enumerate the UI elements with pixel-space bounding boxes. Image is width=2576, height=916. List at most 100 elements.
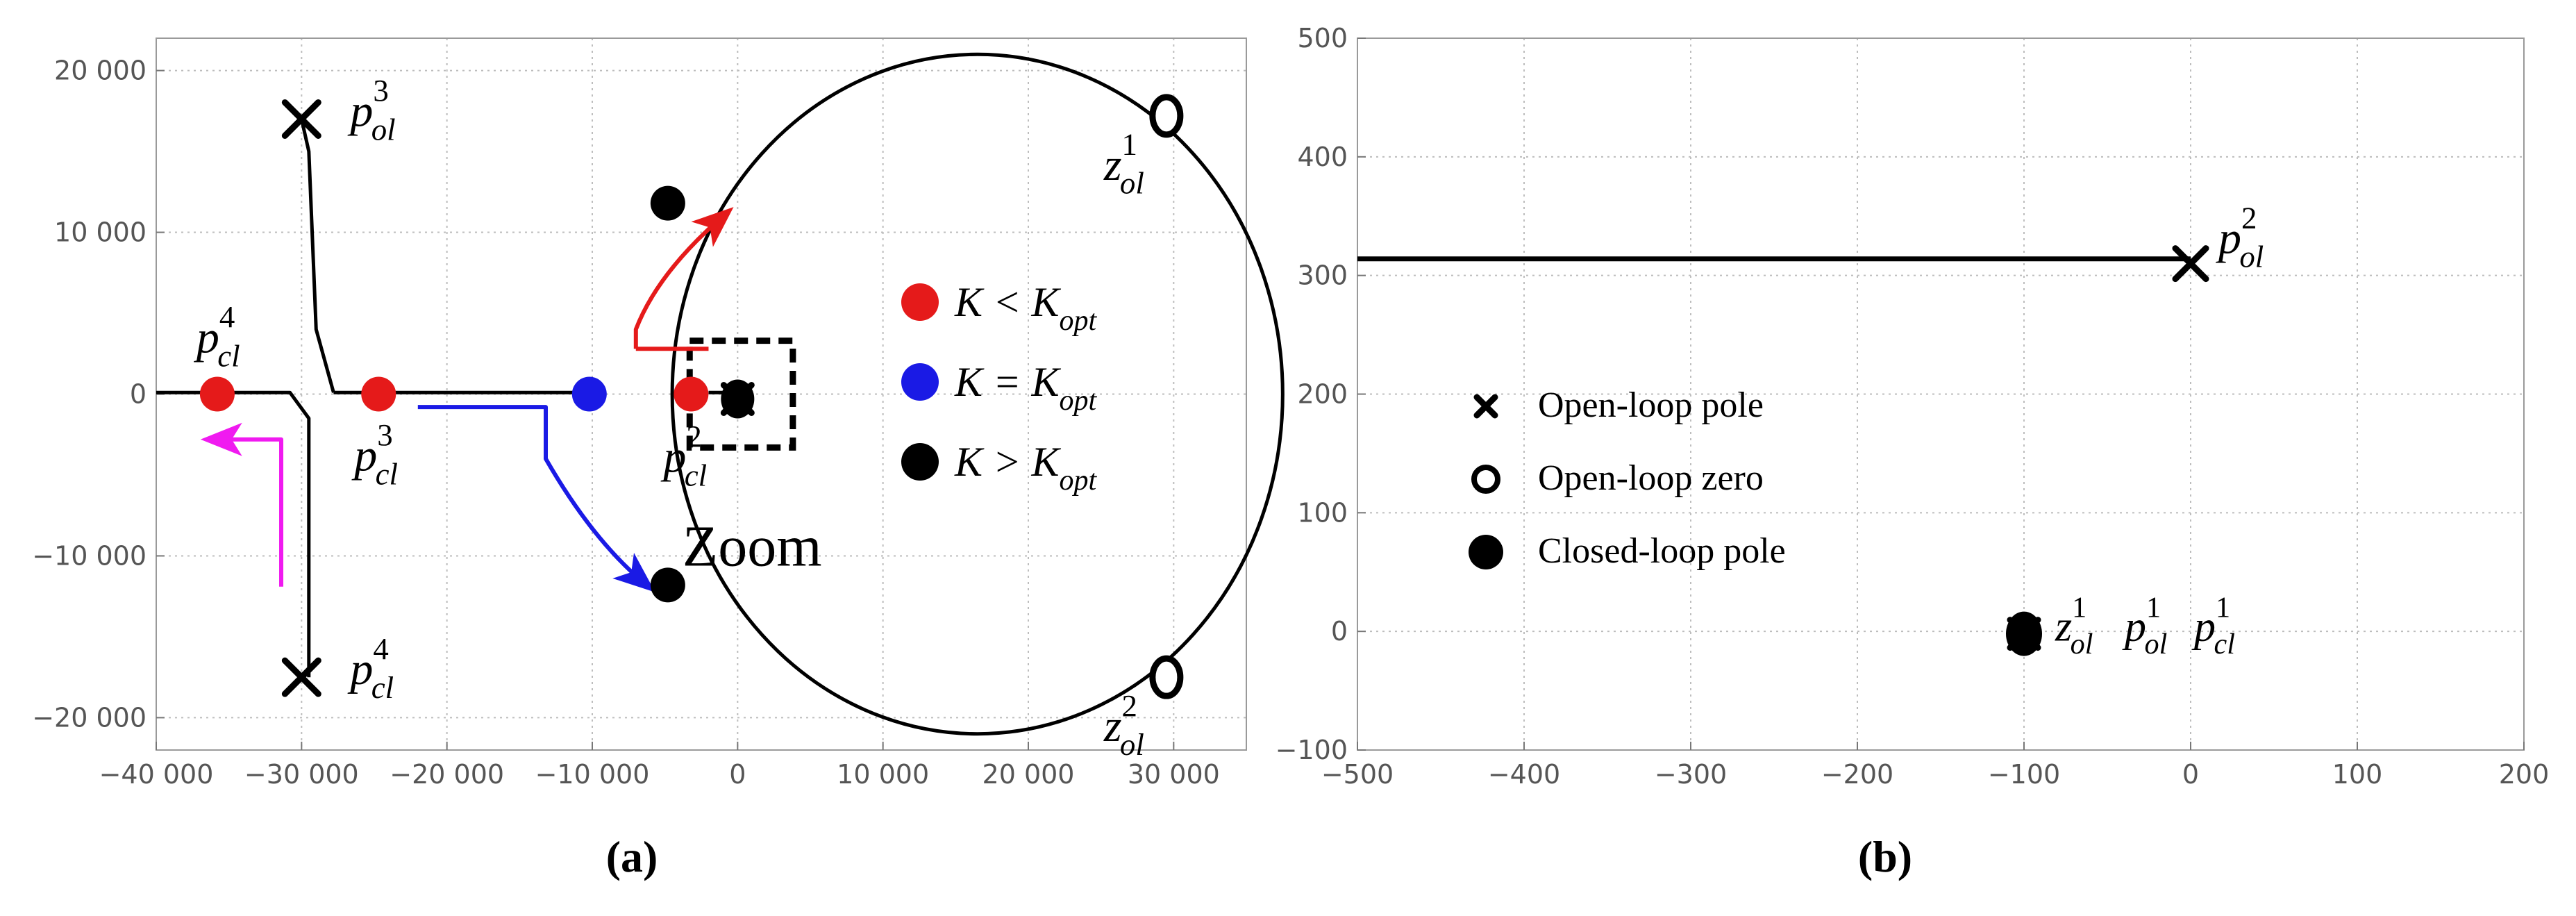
label-subscript: ol (2145, 628, 2168, 660)
y-tick-label: 100 (1297, 497, 1348, 528)
legend-cross-icon (1473, 394, 1498, 419)
x-tick-label: 10 000 (837, 759, 929, 790)
closed-loop-pole-label: p3 cl (351, 417, 398, 491)
label-base: p (2122, 603, 2146, 651)
y-tick-label: 20 000 (54, 56, 147, 86)
label-subscript: cl (217, 338, 240, 373)
open-loop-pole-marker (281, 99, 321, 139)
legend-text: K > K (954, 439, 1062, 485)
label-superscript: 2 (2241, 200, 2257, 235)
label-superscript: 4 (219, 299, 235, 334)
x-tick-label: 0 (2182, 759, 2199, 790)
panel-caption: (b) (1858, 832, 1912, 881)
legend-text: K = K (954, 359, 1062, 405)
cross-stroke (2172, 245, 2209, 283)
x-tick-label: 20 000 (982, 759, 1075, 790)
y-tick-label: −20 000 (32, 702, 147, 733)
closed-loop-pole-label: p4 cl (194, 299, 240, 373)
panel-a: −40 000 −30 000 −20 000 −10 000 0 10 000 20 00… (32, 38, 1285, 881)
x-tick-label: −10 000 (535, 759, 650, 790)
legend-entry: K < Kopt (954, 279, 1098, 337)
cross-stroke (1473, 394, 1498, 419)
cross-stroke (2007, 617, 2041, 651)
label-base: z (1103, 140, 1122, 190)
panel-caption: (a) (606, 832, 658, 881)
label-superscript: 1 (2216, 591, 2230, 624)
open-loop-pole-marker (281, 657, 321, 697)
zero-label: z1 ol (1103, 127, 1144, 201)
label-superscript: 1 (1122, 127, 1137, 162)
arrow-head (200, 422, 242, 456)
closed-loop-pole-red (674, 376, 709, 412)
legend-entry: Open-loop zero (1538, 458, 1764, 498)
label-base: p (351, 431, 377, 481)
legend-text: K < K (954, 279, 1062, 325)
legend-subscript: opt (1060, 305, 1098, 337)
label-base: p (347, 644, 373, 694)
legend-entry: Closed-loop pole (1538, 531, 1786, 571)
label-subscript: ol (1120, 727, 1144, 762)
closed-loop-pole-red (199, 376, 235, 412)
zoom-label: Zoom (683, 514, 822, 578)
legend-ring-icon (1471, 465, 1500, 494)
label-superscript: 4 (373, 631, 388, 666)
x-tick-label: −500 (1321, 759, 1394, 790)
arrow-head (612, 553, 655, 592)
pole-label: p4 cl (347, 631, 394, 705)
label-subscript: cl (685, 458, 707, 492)
x-tick-label: −20 000 (390, 759, 504, 790)
label-base: z (2055, 603, 2072, 651)
y-tick-label: 200 (1297, 379, 1348, 410)
label-subscript: ol (2071, 628, 2093, 660)
open-loop-pole-marker (2172, 245, 2209, 283)
x-tick-label: −400 (1488, 759, 1560, 790)
legend-subscript: opt (1060, 385, 1098, 417)
label-superscript: 3 (373, 73, 388, 108)
label-base: p (194, 313, 219, 363)
label-base: p (2216, 213, 2241, 264)
coincident-cross-icon (2007, 617, 2041, 651)
coincident-label: p1 cl (2191, 591, 2235, 660)
direction-arrow-blue (417, 405, 646, 585)
coincident-cross-icon (720, 381, 755, 416)
x-tick-label: −40 000 (99, 759, 214, 790)
pole-label: p2 ol (2216, 200, 2264, 274)
y-tick-label: 500 (1297, 23, 1348, 53)
legend-entry: Open-loop pole (1538, 385, 1764, 425)
x-tick-label: 0 (729, 759, 746, 790)
coincident-label: z1 ol (2055, 591, 2093, 660)
panel-b: −500 −400 −300 −200 −100 0 100 200 −100 0 100 200 30… (1276, 23, 2550, 881)
direction-arrow-magenta (214, 437, 284, 587)
closed-loop-pole-blue (571, 376, 607, 412)
label-base: p (2191, 603, 2216, 651)
legend-dot-icon (1469, 535, 1503, 569)
y-tick-label: −100 (1276, 735, 1348, 765)
x-tick-label: 200 (2499, 759, 2550, 790)
label-base: p (660, 432, 686, 483)
legend-subscript: opt (1060, 465, 1098, 497)
x-tick-label: −200 (1821, 759, 1893, 790)
open-loop-zero-marker (1149, 655, 1184, 699)
direction-arrow-red (633, 214, 725, 349)
legend-entry: K = Kopt (954, 359, 1098, 417)
x-tick-label: 30 000 (1128, 759, 1220, 790)
closed-loop-pole-red (361, 376, 396, 412)
x-tick-label: −300 (1655, 759, 1727, 790)
label-base: z (1103, 701, 1122, 751)
y-tick-label: 0 (1331, 616, 1348, 647)
legend-swatch-blue (901, 363, 939, 401)
legend-entry: K > Kopt (954, 439, 1098, 497)
y-tick-label: 400 (1297, 142, 1348, 172)
pole-label: p3 ol (347, 73, 395, 147)
legend-swatch-red (901, 283, 939, 321)
locus-branch-top (299, 118, 335, 393)
locus-circle (670, 52, 1285, 736)
label-base: p (347, 85, 373, 136)
label-subscript: ol (2239, 239, 2264, 274)
y-tick-label: 0 (130, 379, 147, 410)
x-tick-label: −100 (1988, 759, 2060, 790)
label-superscript: 1 (2146, 591, 2161, 624)
label-superscript: 1 (2072, 591, 2086, 624)
